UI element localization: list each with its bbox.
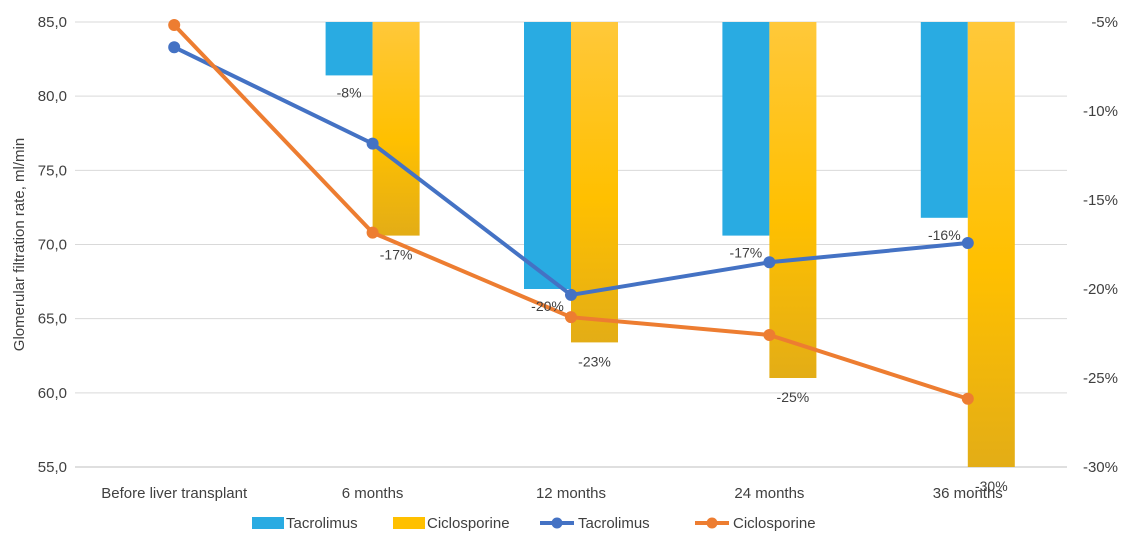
legend-swatch [252,517,284,529]
bar-tacrolimus [920,22,968,218]
y2-tick-label: -20% [1083,281,1118,298]
bar-ciclosporine [967,22,1015,467]
x-tick-label: Before liver transplant [101,485,248,502]
y2-tick-label: -15% [1083,192,1118,209]
bar-tacrolimus [325,22,373,76]
y-tick-label: 70,0 [38,237,67,254]
y-axis-title: Glomerular filtration rate, ml/min [11,138,28,351]
x-tick-label: 12 months [536,485,606,502]
point-ciclosporine [763,328,776,341]
y2-tick-label: -5% [1091,14,1118,31]
axes: 85,0 80,0 75,0 70,0 65,0 60,0 55,0 -5% -10% -15% -… [11,14,1118,502]
y-tick-label: 60,0 [38,385,67,402]
legend: Tacrolimus Ciclosporine Tacrolimus Ciclospo… [252,515,816,532]
bar-ciclosporine [372,22,420,236]
y-tick-label: 80,0 [38,88,67,105]
legend-marker [706,517,718,529]
legend-label: Ciclosporine [733,515,816,532]
bar-tacrolimus [524,22,571,289]
x-tick-label: 36 months [933,485,1003,502]
y2-tick-label: -25% [1083,370,1118,387]
point-tacrolimus [366,137,379,150]
y-tick-label: 55,0 [38,459,67,476]
bar-data-label: -30% [975,478,1008,494]
legend-marker [551,517,563,529]
point-ciclosporine [565,311,577,324]
legend-label: Ciclosporine [427,515,510,532]
point-ciclosporine [366,226,379,239]
bar-data-label: -25% [777,389,810,405]
bar-data-label: -8% [337,84,362,100]
x-tick-label: 24 months [734,485,804,502]
bar-data-label: -23% [578,353,611,369]
y-tick-label: 65,0 [38,311,67,328]
y-tick-label: 85,0 [38,14,67,31]
y2-tick-label: -10% [1083,103,1118,120]
bar-ciclosporine [769,22,817,378]
point-tacrolimus [168,41,181,54]
bar-data-label: -17% [730,245,763,261]
point-tacrolimus [763,256,776,269]
lines [168,18,974,405]
x-tick-label: 6 months [342,485,404,502]
bar-data-label: -17% [380,247,413,263]
legend-label: Tacrolimus [578,515,650,532]
point-ciclosporine [168,18,181,31]
legend-swatch [393,517,425,529]
bar-tacrolimus [722,22,770,236]
point-ciclosporine [961,392,974,405]
point-tacrolimus [961,237,974,250]
legend-label: Tacrolimus [286,515,358,532]
bar-data-label: -16% [928,227,961,243]
y2-tick-label: -30% [1083,459,1118,476]
bar-data-label: -20% [531,298,564,314]
y-tick-label: 75,0 [38,162,67,179]
bars [325,22,1015,467]
bar-data-labels: -8% -20% -17% -16% -17% -23% -25% -30% [337,84,1008,494]
point-tacrolimus [565,288,577,301]
